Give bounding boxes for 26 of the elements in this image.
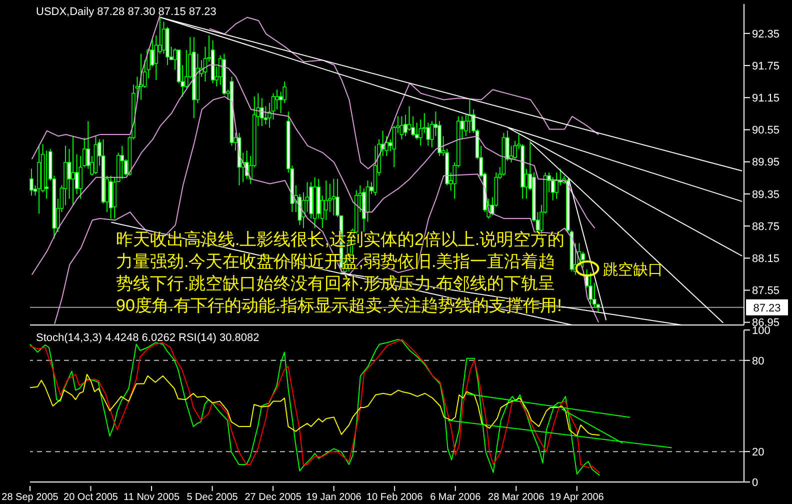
y-tick-label: 88.75	[752, 220, 780, 233]
y-tick-label: 92.35	[752, 28, 780, 40]
x-tick-label: 19 Jan 2006	[306, 492, 362, 503]
x-tick-label: 6 Mar 2006	[430, 492, 482, 503]
y-tick-label: 90.55	[752, 124, 780, 137]
x-tick-label: 27 Dec 2005	[244, 492, 302, 503]
x-tick-label: 5 Dec 2005	[186, 492, 238, 503]
chart-title: Stoch(14,3,3) 4.4248 6.0262 RSI(14) 30.8082	[36, 332, 260, 344]
y-tick-label: 80	[752, 355, 764, 368]
y-tick-label: 91.75	[752, 60, 780, 72]
ref-line-label: 87.23	[753, 302, 781, 314]
x-tick-label: 11 Nov 2005	[124, 492, 180, 503]
x-tick-label: 19 Apr 2006	[550, 492, 604, 503]
x-tick-label: 10 Feb 2006	[366, 492, 424, 503]
y-tick-label: 20	[752, 446, 764, 459]
y-tick-label: 0	[752, 476, 758, 489]
x-tick-label: 20 Oct 2005	[64, 492, 118, 503]
x-tick-label: 28 Mar 2006	[488, 492, 545, 503]
y-tick-label: 87.55	[752, 285, 780, 298]
x-tick-label: 28 Sep 2005	[2, 492, 59, 503]
y-tick-label: 89.35	[752, 188, 780, 201]
y-tick-label: 91.15	[752, 92, 780, 105]
chart-title: USDX,Daily 87.28 87.30 87.15 87.23	[36, 6, 216, 18]
y-tick-label: 88.15	[752, 253, 780, 266]
y-tick-label: 89.95	[752, 156, 780, 169]
annotation: 跳空缺口	[603, 262, 664, 279]
